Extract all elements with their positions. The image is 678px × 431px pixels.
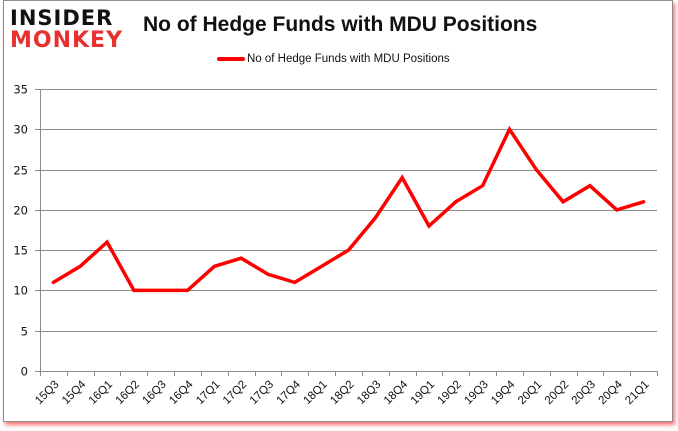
x-tick-label: 16Q4 (167, 378, 196, 407)
x-tick-label: 16Q2 (114, 379, 142, 407)
y-tick-label: 30 (13, 123, 28, 137)
x-tick-label: 18Q3 (355, 379, 383, 407)
x-tick-label: 17Q3 (248, 379, 276, 407)
x-tick-label: 20Q1 (516, 379, 544, 407)
x-tick-label: 17Q2 (221, 379, 249, 407)
insider-monkey-logo: INSIDER MONKEY (10, 8, 123, 52)
x-tick-label: 17Q1 (194, 379, 222, 407)
x-tick-label: 19Q3 (462, 379, 490, 407)
y-tick-label: 5 (21, 325, 28, 339)
data-series-line (51, 125, 646, 293)
x-tick-label: 20Q3 (570, 379, 598, 407)
x-tick-label: 20Q2 (543, 379, 571, 407)
y-tick-label: 35 (13, 83, 28, 97)
x-tick-label: 18Q1 (301, 379, 329, 407)
x-tick-label: 21Q1 (623, 379, 651, 407)
x-tick-label: 19Q1 (409, 379, 437, 407)
logo-line-1: INSIDER (10, 6, 114, 30)
logo-line-2: MONKEY (10, 28, 124, 53)
x-tick-label: 19Q4 (489, 378, 518, 407)
x-tick-label: 18Q4 (382, 378, 411, 407)
x-tick-label: 18Q2 (328, 379, 356, 407)
x-tick-label: 16Q1 (87, 379, 115, 407)
x-tick-label: 19Q2 (436, 379, 464, 407)
y-tick-label: 25 (13, 164, 28, 178)
x-tick-label: 17Q4 (275, 378, 304, 407)
chart-legend: No of Hedge Funds with MDU Positions (217, 53, 450, 65)
x-tick-label: 15Q3 (33, 379, 61, 407)
x-tick-label: 16Q3 (140, 379, 168, 407)
y-tick-label: 0 (21, 365, 28, 379)
chart-title: No of Hedge Funds with MDU Positions (143, 13, 538, 36)
x-tick-label: 15Q4 (60, 378, 89, 407)
y-tick-label: 10 (13, 284, 28, 298)
x-tick-label: 20Q4 (596, 378, 625, 407)
legend-label: No of Hedge Funds with MDU Positions (247, 53, 450, 65)
legend-line-swatch-icon (217, 57, 245, 61)
y-tick-label: 20 (13, 204, 28, 218)
y-tick-label: 15 (13, 244, 28, 258)
